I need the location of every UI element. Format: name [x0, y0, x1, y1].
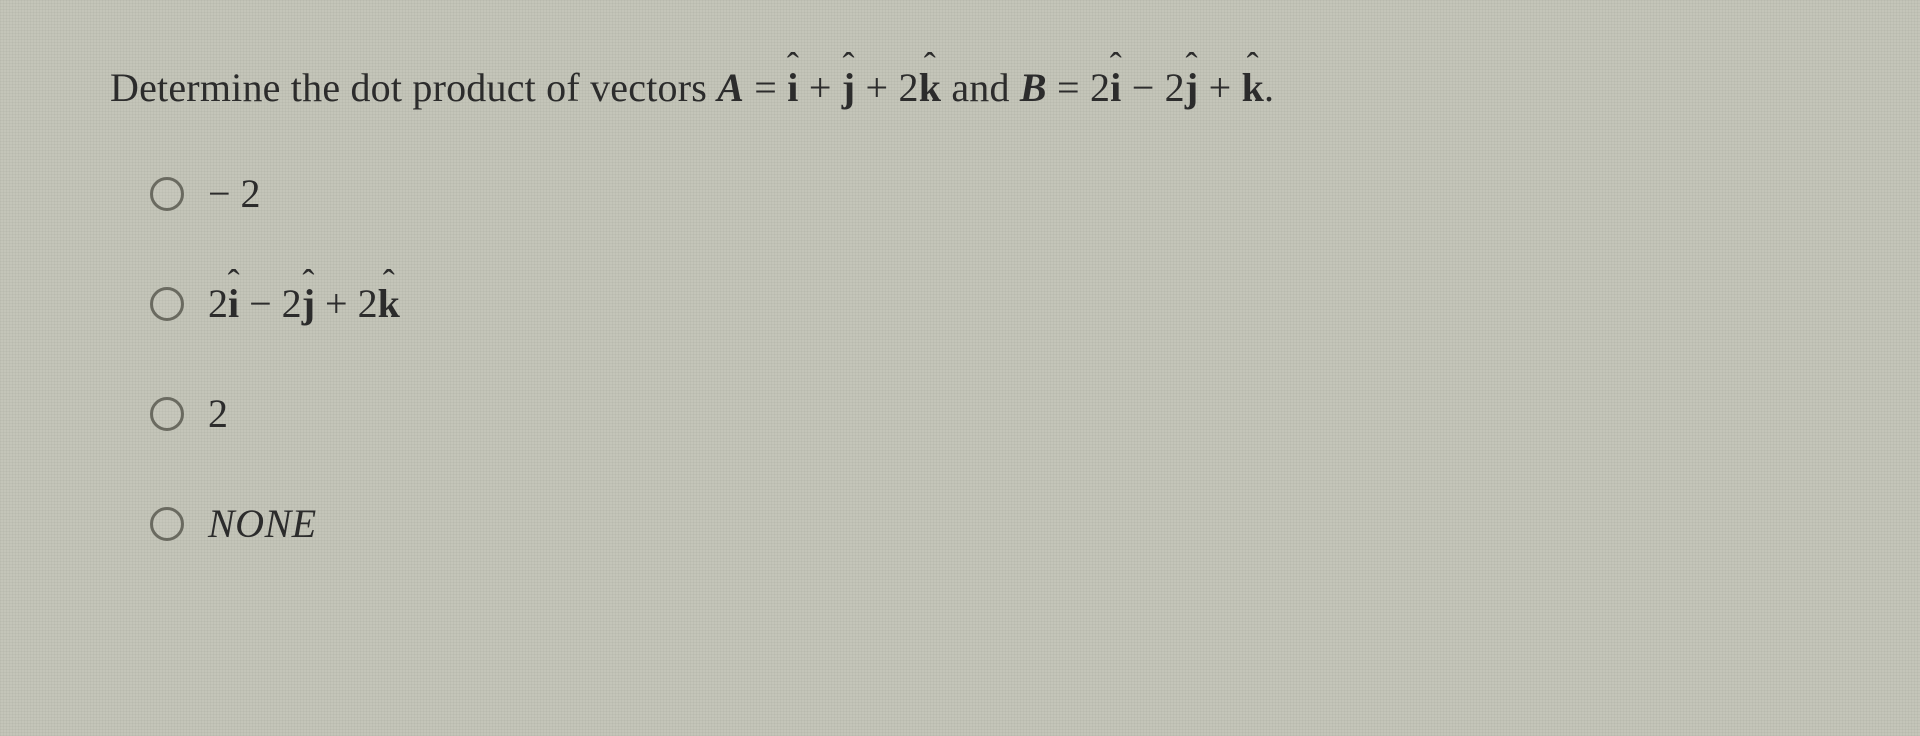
j-hat-opt: j: [302, 284, 315, 324]
eq-sign-a: =: [744, 65, 787, 110]
b-k-coef: + 2: [315, 281, 378, 326]
radio-icon[interactable]: [150, 177, 184, 211]
vector-b-name: B: [1020, 65, 1047, 110]
question-prefix: Determine the dot product of vectors: [110, 65, 717, 110]
option-a[interactable]: − 2: [150, 174, 1810, 214]
i-hat-b: i: [1110, 60, 1121, 116]
a-k-coef: + 2: [866, 65, 919, 110]
question-suffix: .: [1264, 65, 1274, 110]
b-j-coef: − 2: [1122, 65, 1185, 110]
k-hat: k: [919, 60, 941, 116]
b-i-coef: 2: [1090, 65, 1110, 110]
option-c-label: 2: [208, 394, 228, 434]
k-hat-b: k: [1242, 60, 1264, 116]
b-j-coef: − 2: [239, 281, 302, 326]
options-group: − 2 2i − 2j + 2k 2 NONE: [110, 174, 1810, 544]
question-text: Determine the dot product of vectors A =…: [110, 60, 1810, 116]
option-d-label: NONE: [208, 504, 317, 544]
b-k-coef: +: [1198, 65, 1241, 110]
i-hat: i: [787, 60, 798, 116]
option-c[interactable]: 2: [150, 394, 1810, 434]
a-j-coef: +: [809, 65, 842, 110]
k-hat-opt: k: [378, 284, 400, 324]
radio-icon[interactable]: [150, 397, 184, 431]
eq-sign-b: =: [1047, 65, 1090, 110]
radio-icon[interactable]: [150, 507, 184, 541]
option-b[interactable]: 2i − 2j + 2k: [150, 284, 1810, 324]
option-d[interactable]: NONE: [150, 504, 1810, 544]
radio-icon[interactable]: [150, 287, 184, 321]
i-hat-opt: i: [228, 284, 239, 324]
option-b-label: 2i − 2j + 2k: [208, 284, 400, 324]
j-hat: j: [842, 60, 856, 116]
vector-a-name: A: [717, 65, 744, 110]
option-a-label: − 2: [208, 174, 261, 214]
b-i-coef: 2: [208, 281, 228, 326]
j-hat-b: j: [1185, 60, 1199, 116]
question-middle: and: [941, 65, 1020, 110]
